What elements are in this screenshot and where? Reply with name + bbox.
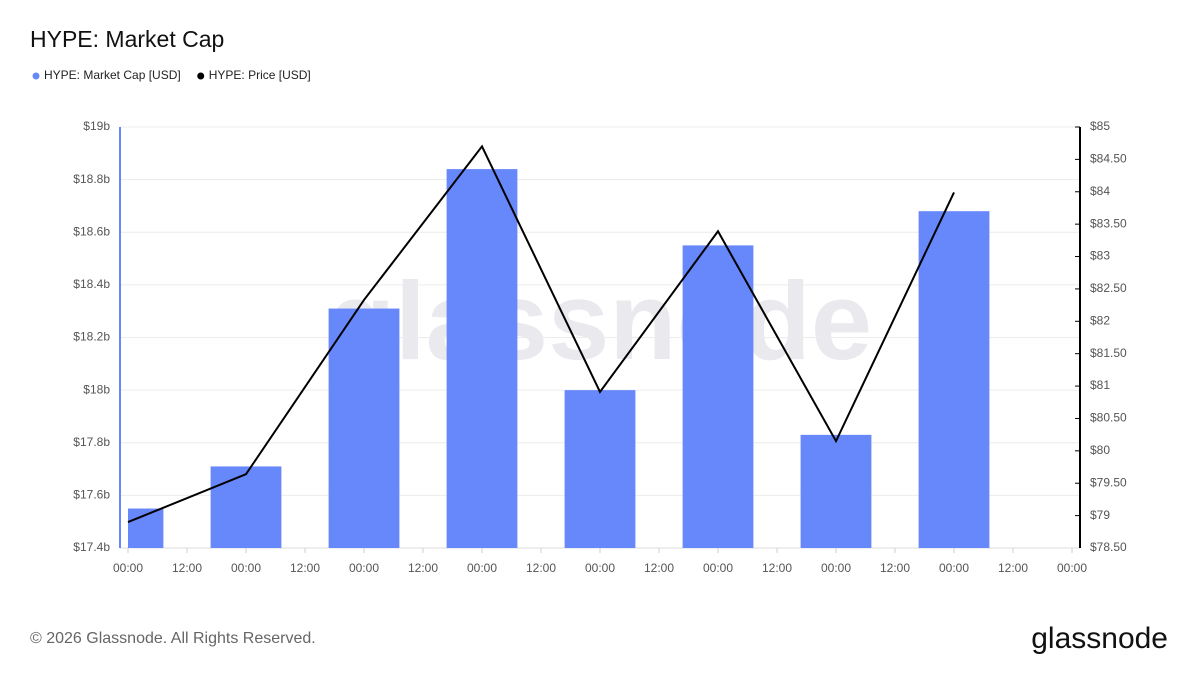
logo: glassnode [1031,622,1168,655]
y-tick-label: $17.8b [73,435,110,449]
line [127,144,955,524]
plot [128,169,990,548]
y2-tick-label: $78.50 [1090,540,1127,554]
x-tick-label: 12:00 [998,561,1028,575]
legend-label: HYPE: Price [USD] [209,68,311,82]
y-tick-label: $18.6b [73,224,110,238]
y2-tick-label: $79.50 [1090,475,1127,489]
y2-tick-label: $84.50 [1090,152,1127,166]
bar [210,466,282,548]
x-tick-label: 00:00 [703,561,733,575]
watermark: glassnode [328,260,872,383]
x-tick-label: 12:00 [880,561,910,575]
legend-marker [32,72,40,80]
y2-tick-label: $81.50 [1090,346,1127,360]
y2-tick-label: $80 [1090,443,1110,457]
y-tick-label: $19b [83,119,110,133]
footer: © 2026 Glassnode. All Rights Reserved. [30,630,316,647]
x-tick-label: 12:00 [526,561,556,575]
y-tick-label: $18.8b [73,172,110,186]
x-tick-label: 00:00 [585,561,615,575]
x-tick-label: 00:00 [113,561,143,575]
y2-tick-label: $81 [1090,378,1110,392]
x-tick-label: 00:00 [349,561,379,575]
y2-tick-label: $83 [1090,249,1110,263]
y2-tick-label: $84 [1090,184,1110,198]
x-tick-label: 12:00 [644,561,674,575]
y2-tick-label: $80.50 [1090,411,1127,425]
y2-tick-label: $85 [1090,119,1110,133]
legend-label: HYPE: Market Cap [USD] [44,68,181,82]
bar [918,211,990,548]
x-tick-label: 12:00 [172,561,202,575]
y-tick-label: $17.6b [73,488,110,502]
bar [564,390,636,548]
bar [446,169,518,548]
x-tick-label: 00:00 [231,561,261,575]
y2-tick-label: $83.50 [1090,216,1127,230]
x-tick-label: 00:00 [1057,561,1087,575]
x-tick-label: 12:00 [762,561,792,575]
y-tick-label: $18.4b [73,277,110,291]
x-tick-label: 12:00 [408,561,438,575]
y-tick-label: $18.2b [73,330,110,344]
x-tick-label: 12:00 [290,561,320,575]
x-tick-label: 00:00 [939,561,969,575]
bar [800,434,872,548]
x-tick-label: 00:00 [821,561,851,575]
x-tick-label: 00:00 [467,561,497,575]
y-tick-label: $18b [83,382,110,396]
legend-marker [197,72,205,80]
y2-tick-label: $82.50 [1090,281,1127,295]
chart-title: HYPE: Market Cap [30,26,224,52]
bar [682,245,754,548]
y2-tick-label: $82 [1090,313,1110,327]
bar [328,308,400,548]
y2-tick-label: $79 [1090,508,1110,522]
y-tick-label: $17.4b [73,540,110,554]
